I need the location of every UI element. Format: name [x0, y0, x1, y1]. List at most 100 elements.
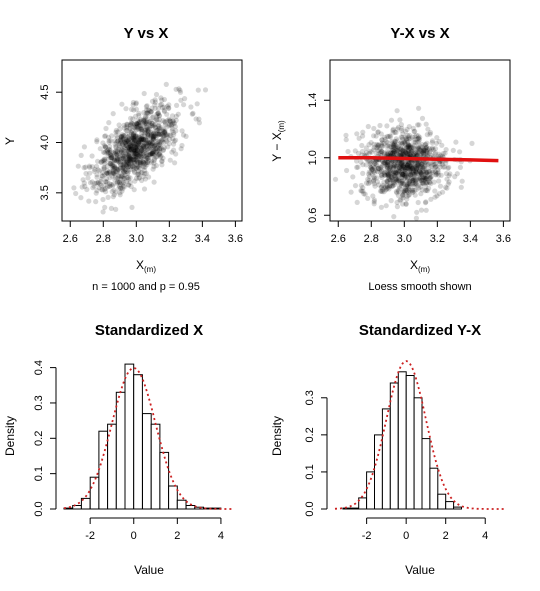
scatter-point: [385, 151, 391, 157]
scatter-point: [371, 174, 377, 180]
scatter-point: [152, 142, 158, 148]
scatter-point: [417, 160, 424, 166]
scatter-point: [382, 184, 389, 190]
scatter-point: [148, 142, 154, 148]
scatter-point: [406, 184, 412, 190]
scatter-point: [81, 165, 87, 171]
scatter-point: [418, 169, 424, 175]
scatter-point: [403, 128, 409, 135]
scatter-point: [149, 105, 155, 111]
x-tick-label: 2.6: [331, 233, 346, 245]
scatter-point: [124, 159, 130, 165]
scatter-point: [366, 150, 372, 156]
scatter-point: [402, 140, 408, 146]
scatter-point: [390, 150, 396, 156]
scatter-point: [104, 148, 111, 154]
histogram-bar: [453, 506, 463, 510]
histogram-bar: [445, 501, 455, 510]
scatter-point: [143, 137, 149, 143]
scatter-point: [419, 163, 425, 170]
scatter-point: [133, 165, 139, 171]
scatter-point: [111, 163, 117, 169]
scatter-point: [406, 143, 412, 149]
scatter-point: [409, 176, 415, 182]
scatter-point: [158, 146, 164, 152]
scatter-point: [414, 170, 420, 177]
scatter-point: [135, 138, 141, 144]
scatter-point: [436, 191, 442, 197]
scatter-point: [152, 146, 158, 152]
scatter-point: [396, 178, 402, 184]
histogram-bar: [89, 476, 100, 510]
scatter-point: [152, 142, 158, 148]
scatter-point: [124, 138, 130, 144]
scatter-point: [173, 113, 179, 119]
scatter-point: [152, 133, 158, 139]
scatter-point: [100, 140, 106, 146]
scatter-point: [367, 159, 373, 165]
scatter-point: [132, 144, 138, 150]
scatter-point: [385, 177, 391, 183]
scatter-point: [127, 154, 133, 160]
scatter-point: [149, 151, 155, 157]
scatter-point: [381, 189, 387, 195]
scatter-point: [141, 110, 147, 116]
scatter-point: [104, 184, 111, 190]
scatter-point: [127, 156, 134, 162]
scatter-point: [433, 140, 439, 146]
scatter-point: [128, 144, 134, 150]
scatter-point: [127, 125, 133, 131]
scatter-point: [131, 160, 137, 166]
x-tick-label: 2: [443, 530, 449, 542]
scatter-point: [126, 182, 132, 188]
scatter-point: [138, 137, 144, 143]
scatter-point: [427, 179, 433, 185]
scatter-point: [426, 169, 432, 175]
scatter-point: [394, 148, 401, 154]
scatter-point: [386, 167, 392, 173]
scatter-point: [408, 171, 414, 177]
scatter-point: [371, 181, 377, 187]
scatter-point: [164, 103, 170, 110]
scatter-point: [128, 164, 134, 170]
scatter-point: [384, 166, 390, 172]
scatter-point: [138, 146, 144, 152]
scatter-point: [172, 124, 178, 130]
scatter-point: [127, 143, 134, 149]
scatter-point: [137, 158, 143, 164]
scatter-point: [417, 166, 424, 172]
scatter-point: [399, 180, 405, 186]
scatter-point: [406, 159, 412, 165]
scatter-point: [155, 138, 161, 145]
scatter-point: [132, 144, 139, 150]
scatter-point: [367, 164, 373, 170]
scatter-point: [137, 125, 143, 131]
scatter-point: [166, 121, 173, 127]
scatter-point: [114, 156, 120, 162]
scatter-point: [405, 181, 412, 187]
scatter-point: [411, 128, 417, 135]
scatter-point: [106, 181, 113, 187]
scatter-point: [157, 151, 163, 157]
scatter-point: [147, 124, 153, 130]
scatter-point: [136, 139, 142, 145]
scatter-point: [395, 145, 401, 151]
scatter-point: [79, 184, 85, 190]
scatter-point: [413, 181, 419, 187]
scatter-point: [391, 172, 397, 178]
scatter-point: [407, 145, 413, 151]
scatter-point: [395, 160, 401, 166]
scatter-point: [392, 139, 398, 145]
scatter-point: [130, 99, 136, 106]
scatter-point: [160, 126, 166, 133]
scatter-point: [145, 110, 151, 116]
scatter-point: [391, 144, 397, 150]
scatter-point: [361, 191, 367, 197]
scatter-point: [133, 113, 139, 119]
scatter-point: [413, 169, 419, 175]
scatter-point: [365, 123, 371, 130]
scatter-point: [160, 147, 166, 153]
scatter-point: [390, 147, 396, 153]
scatter-point: [120, 155, 126, 162]
scatter-point: [412, 128, 418, 134]
